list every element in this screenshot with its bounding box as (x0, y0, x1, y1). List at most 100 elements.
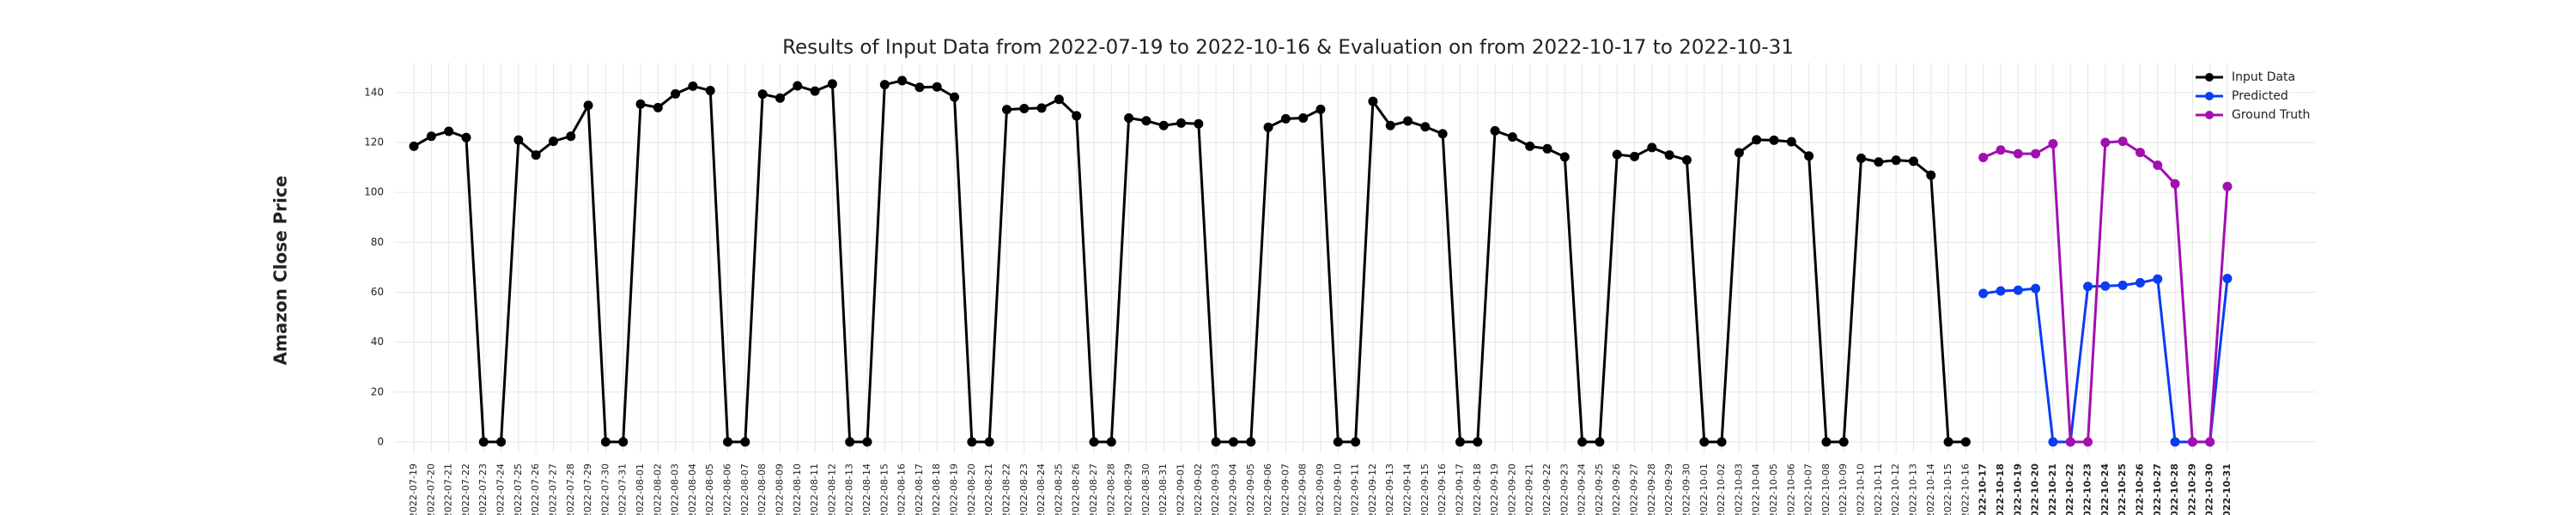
x-tick-label: 2022-08-21 (983, 464, 994, 515)
point (1176, 118, 1187, 128)
x-tick-label: 2022-09-26 (1611, 464, 1622, 515)
x-tick-label: 2022-08-01 (635, 464, 646, 515)
point (1194, 118, 1204, 129)
point (757, 89, 768, 100)
x-tick-label: 2022-09-29 (1663, 464, 1674, 515)
x-tick-label: 2022-10-09 (1838, 464, 1849, 515)
point (1089, 437, 1099, 447)
x-tick-label: 2022-09-23 (1558, 464, 1570, 515)
point (1420, 122, 1431, 132)
x-tick-label: 2022-09-17 (1454, 464, 1465, 515)
point (1211, 437, 1221, 447)
point (827, 79, 837, 89)
x-tick-label: 2022-08-07 (739, 464, 750, 515)
x-tick-label: 2022-10-20 (2030, 464, 2041, 515)
point (705, 86, 715, 96)
x-tick-label: 2022-07-25 (513, 464, 524, 515)
point (2170, 179, 2180, 189)
point (548, 136, 558, 147)
point (566, 131, 576, 142)
y-tick-label: 120 (364, 136, 384, 148)
point (2135, 148, 2145, 158)
x-tick-label: 2022-10-16 (1959, 464, 1971, 515)
point (1891, 155, 1901, 166)
x-tick-label: 2022-09-12 (1367, 464, 1378, 515)
point (1996, 286, 2006, 296)
y-tick-label: 140 (364, 86, 384, 98)
point (2117, 280, 2128, 290)
point (1507, 132, 1517, 142)
point (1490, 125, 1500, 136)
point (1403, 116, 1413, 126)
point (1385, 120, 1395, 130)
point (1019, 103, 1030, 113)
point (984, 437, 994, 447)
point (1333, 437, 1343, 447)
point (1542, 143, 1552, 154)
point (2100, 137, 2111, 148)
x-tick-label: 2022-08-11 (809, 464, 820, 515)
x-tick-label: 2022-08-06 (722, 464, 733, 515)
x-tick-label: 2022-10-24 (2099, 464, 2111, 515)
x-tick-label: 2022-09-02 (1193, 464, 1204, 515)
x-tick-label: 2022-09-20 (1506, 464, 1517, 515)
x-tick-label: 2022-09-03 (1210, 464, 1221, 515)
x-tick-label: 2022-09-01 (1176, 464, 1187, 515)
point (635, 99, 646, 109)
x-tick-label: 2022-10-04 (1751, 464, 1762, 515)
y-tick-label: 20 (371, 385, 384, 397)
x-tick-label: 2022-10-26 (2134, 464, 2145, 515)
point (1368, 96, 1378, 106)
point (879, 80, 890, 90)
point (2170, 437, 2180, 447)
point (740, 437, 750, 447)
x-tick-label: 2022-10-08 (1820, 464, 1832, 515)
x-tick-label: 2022-10-11 (1873, 464, 1884, 515)
point (1804, 151, 1814, 161)
x-tick-label: 2022-07-30 (599, 464, 611, 515)
x-tick-label: 2022-09-24 (1577, 464, 1588, 515)
y-tick-label: 80 (371, 236, 384, 248)
x-tick-label: 2022-07-22 (460, 464, 471, 515)
x-tick-label: 2022-08-13 (844, 464, 855, 515)
x-tick-label: 2022-08-31 (1157, 464, 1169, 515)
x-tick-label: 2022-09-25 (1594, 464, 1605, 515)
x-tick-label: 2022-09-09 (1315, 464, 1326, 515)
chart-title: Results of Input Data from 2022-07-19 to… (782, 37, 1794, 59)
x-tick-label: 2022-10-17 (1978, 464, 1989, 515)
x-tick-label: 2022-10-23 (2082, 464, 2093, 515)
x-tick-label: 2022-09-18 (1472, 464, 1483, 515)
point (2100, 281, 2111, 291)
x-tick-label: 2022-07-27 (547, 464, 558, 515)
x-tick-label: 2022-09-05 (1245, 464, 1256, 515)
point (1036, 103, 1047, 113)
x-tick-label: 2022-10-01 (1698, 464, 1710, 515)
legend-marker (2205, 73, 2214, 82)
x-tick-label: 2022-08-08 (756, 464, 768, 515)
point (1054, 94, 1064, 105)
point (1351, 437, 1361, 447)
x-tick-label: 2022-09-08 (1297, 464, 1309, 515)
x-tick-label: 2022-08-24 (1036, 464, 1047, 515)
point (1577, 437, 1588, 447)
point (1228, 437, 1238, 447)
point (1681, 154, 1692, 165)
legend-marker (2205, 111, 2214, 119)
y-tick-label: 0 (377, 435, 384, 447)
series-line (413, 79, 1966, 444)
point (2153, 160, 2163, 170)
point (600, 437, 611, 447)
point (1960, 437, 1971, 447)
x-tick-label: 2022-10-30 (2204, 464, 2215, 515)
x-tick-label: 2022-07-21 (443, 464, 454, 515)
x-tick-label: 2022-07-26 (530, 464, 541, 515)
x-tick-label: 2022-09-06 (1262, 464, 1273, 515)
point (688, 81, 698, 91)
x-tick-label: 2022-07-28 (565, 464, 576, 515)
x-tick-label: 2022-10-13 (1907, 464, 1918, 515)
point (1315, 104, 1326, 114)
point (1559, 152, 1570, 162)
point (1856, 153, 1867, 163)
x-tick-label: 2022-08-19 (949, 464, 960, 515)
x-tick-label: 2022-08-03 (670, 464, 681, 515)
